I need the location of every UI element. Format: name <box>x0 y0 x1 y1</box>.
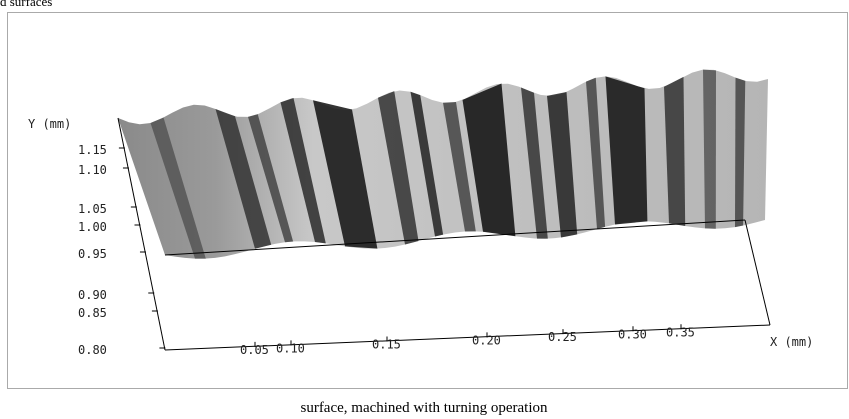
surface-stripe <box>215 109 272 249</box>
surface-stripe <box>410 91 444 237</box>
surface-stripe <box>443 102 476 232</box>
x-tick-label: 0.20 <box>472 333 501 347</box>
surface-stripe <box>703 69 716 229</box>
surface <box>118 69 768 259</box>
surface-stripe <box>735 77 746 228</box>
y-tick-label: 0.90 <box>78 288 107 302</box>
figure-frame <box>7 12 848 389</box>
x-axis-label: X (mm) <box>770 335 813 349</box>
surface-stripe <box>280 98 326 244</box>
surface-stripe <box>521 87 548 239</box>
y-tick-label: 1.05 <box>78 202 107 216</box>
y-tick-label: 0.80 <box>78 343 107 357</box>
header-text: d surfaces <box>0 0 52 9</box>
y-tick-label: 0.85 <box>78 306 107 320</box>
surface-stripe <box>150 117 206 259</box>
surface-stripe <box>547 91 578 238</box>
surface-stripe <box>605 76 648 225</box>
x-tick-label: 0.10 <box>276 341 305 355</box>
surface-stripe <box>378 91 419 245</box>
caption: surface, machined with turning operation <box>300 400 548 416</box>
y-tick-label: 0.95 <box>78 247 107 261</box>
x-tick-label: 0.25 <box>548 330 577 344</box>
x-tick-label: 0.15 <box>372 337 401 351</box>
x-tick-label: 0.35 <box>666 325 695 339</box>
x-tick-label: 0.05 <box>240 343 269 357</box>
x-tick-label: 0.30 <box>618 327 647 341</box>
y-tick-label: 1.00 <box>78 220 107 234</box>
y-tick-label: 1.10 <box>78 163 107 177</box>
surface-stripe <box>313 100 378 249</box>
surface-stripe <box>248 114 294 243</box>
surface-stripe <box>462 83 516 237</box>
y-axis-label: Y (mm) <box>28 117 71 131</box>
y-tick-label: 1.15 <box>78 143 107 157</box>
surface-stripe <box>664 76 686 226</box>
surface-stripe <box>586 77 606 230</box>
